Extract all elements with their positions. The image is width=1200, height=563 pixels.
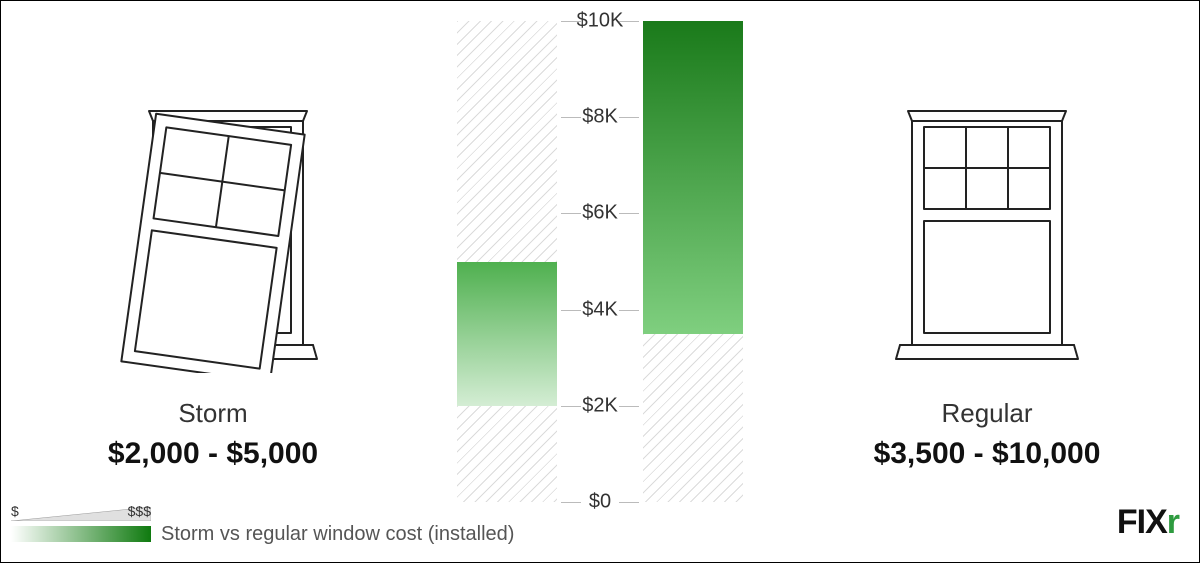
brand-accent: r (1167, 503, 1179, 541)
axis-tick (619, 213, 639, 214)
storm-label: Storm (178, 398, 247, 429)
axis-tick (619, 310, 639, 311)
regular-price: $3,500 - $10,000 (874, 437, 1101, 471)
axis-tick-label: $2K (578, 394, 622, 417)
legend-gradient (11, 526, 151, 542)
range-bar-regular (643, 21, 743, 334)
cost-range-chart: $0$2K$4K$6K$8K$10K (425, 1, 775, 482)
bar-hatch (643, 334, 743, 502)
main-area: Storm $2,000 - $5,000 $0$2K$4K$6K$8K$10K (1, 1, 1199, 482)
bar-hatch (457, 406, 557, 502)
panel-storm: Storm $2,000 - $5,000 (1, 1, 425, 482)
legend-high-symbol: $$$ (128, 503, 151, 519)
axis-tick (561, 502, 581, 503)
axis-tick (619, 21, 639, 22)
axis-tick-label: $4K (578, 298, 622, 321)
legend-title: Storm vs regular window cost (installed) (161, 524, 514, 544)
axis-tick-label: $8K (578, 106, 622, 129)
axis-tick (561, 117, 581, 118)
regular-window-illustration (887, 93, 1087, 378)
range-bar-storm (457, 262, 557, 406)
axis-tick-label: $0 (585, 491, 615, 514)
axis-tick (619, 117, 639, 118)
axis-tick (619, 502, 639, 503)
panel-regular: Regular $3,500 - $10,000 (775, 1, 1199, 482)
bar-hatch (457, 21, 557, 262)
storm-price: $2,000 - $5,000 (108, 437, 318, 471)
brand-logo: FIXr (1117, 503, 1179, 542)
brand-text: FIX (1117, 503, 1167, 541)
axis-tick (561, 310, 581, 311)
axis-tick-label: $6K (578, 202, 622, 225)
legend-low-symbol: $ (11, 503, 19, 519)
legend-scale: $ $$$ (11, 507, 151, 542)
axis-tick (619, 406, 639, 407)
axis-tick (561, 21, 581, 22)
axis-tick (561, 406, 581, 407)
regular-label: Regular (941, 398, 1032, 429)
axis-tick (561, 213, 581, 214)
storm-window-illustration (93, 93, 333, 378)
legend: $ $$$ Storm vs regular window cost (inst… (11, 507, 514, 542)
